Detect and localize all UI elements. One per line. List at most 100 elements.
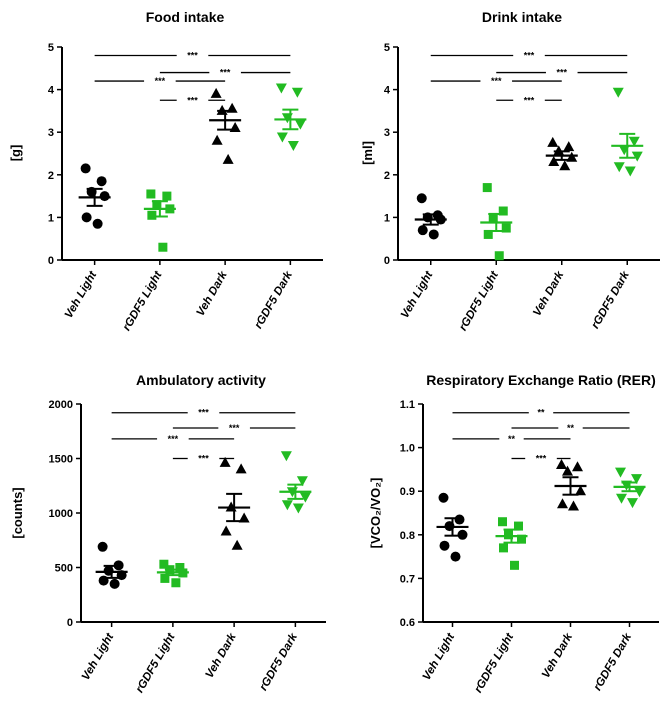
data-point (158, 242, 168, 252)
panel-ambulatory-activity: Ambulatory activity [counts] 0 500 1000 150… (10, 372, 326, 695)
data-point (428, 229, 439, 240)
data-point (559, 160, 571, 171)
y-tick-label: 5 (48, 42, 54, 54)
data-point (210, 87, 222, 98)
significance-label: *** (524, 51, 535, 61)
x-tick-label: rGDF5 Dark (589, 269, 632, 331)
data-point (454, 514, 465, 525)
significance-label: *** (524, 95, 535, 105)
significance-label: ** (508, 434, 516, 444)
data-point (299, 492, 311, 503)
data-point (275, 83, 287, 94)
data-point (568, 500, 579, 511)
x-tick-label: rGDF5 Light (472, 630, 516, 695)
data-point (627, 498, 638, 509)
data-point (613, 162, 625, 173)
panel-drink-intake: Drink intake [ml] 0 1 2 3 4 5 Veh Light rGDF5 L… (360, 9, 660, 333)
significance-label: *** (556, 68, 567, 78)
data-point (280, 451, 292, 462)
panel-title: Respiratory Exchange Ratio (RER) (426, 372, 656, 388)
data-point (171, 578, 181, 588)
data-point (517, 534, 526, 544)
y-tick-label: 4 (384, 85, 391, 97)
y-tick-label: 0.7 (400, 573, 415, 585)
data-point (439, 540, 450, 551)
data-point (175, 563, 185, 572)
data-point (615, 467, 626, 478)
y-tick-label: 500 (55, 563, 73, 575)
data-point (231, 539, 243, 550)
significance-label: *** (187, 51, 198, 61)
data-point (631, 474, 642, 485)
data-point (457, 529, 468, 540)
data-point (498, 517, 507, 527)
data-point (211, 134, 223, 145)
data-point (417, 225, 428, 236)
significance-label: *** (491, 76, 502, 86)
y-axis-label: [counts] (10, 487, 25, 538)
y-tick-label: 1000 (49, 508, 73, 520)
panel-rer: Respiratory Exchange Ratio (RER) [VCO₂/V… (368, 372, 659, 695)
y-tick-label: 0 (384, 255, 390, 267)
y-tick-label: 3 (384, 127, 390, 139)
y-axis-label: [VCO₂/VO₂] (368, 478, 383, 549)
data-point (483, 229, 493, 239)
data-point (499, 543, 508, 553)
y-tick-label: 4 (48, 85, 55, 97)
data-point (510, 560, 519, 570)
y-axis-label: [g] (8, 145, 23, 162)
data-point (450, 551, 461, 562)
x-tick-label: Veh Dark (540, 631, 575, 680)
data-point (488, 212, 498, 222)
y-tick-label: 0.6 (400, 617, 415, 629)
data-point (616, 493, 627, 504)
data-point (612, 87, 624, 98)
y-tick-label: 0 (48, 255, 54, 267)
data-point (294, 119, 306, 130)
x-tick-label: Veh Light (80, 630, 117, 682)
data-point (162, 191, 172, 201)
significance-label: *** (187, 95, 198, 105)
panel-title: Ambulatory activity (136, 372, 266, 388)
data-point (238, 512, 250, 523)
data-point (109, 578, 120, 589)
data-point (281, 500, 293, 511)
significance-label: ** (537, 408, 545, 418)
data-point (81, 212, 92, 223)
significance-label: *** (168, 434, 179, 444)
y-tick-label: 0.9 (400, 486, 415, 498)
panel-title: Food intake (146, 9, 225, 25)
data-point (628, 136, 640, 147)
data-point (160, 573, 170, 583)
x-tick-label: Veh Light (399, 268, 436, 320)
x-tick-label: rGDF5 Light (121, 268, 165, 333)
y-tick-label: 1500 (49, 454, 73, 466)
significance-label: *** (536, 454, 547, 464)
y-tick-label: 2 (384, 170, 390, 182)
data-point (416, 193, 427, 204)
data-point (220, 525, 232, 536)
data-point (80, 163, 91, 174)
significance-label: *** (229, 423, 240, 433)
data-point (147, 210, 157, 220)
data-point (504, 530, 513, 540)
data-point (291, 87, 303, 98)
y-tick-label: 1 (48, 212, 54, 224)
data-point (494, 251, 504, 261)
x-tick-label: rGDF5 Dark (253, 269, 296, 331)
x-tick-label: rGDF5 Light (457, 268, 501, 333)
y-tick-label: 2000 (49, 399, 73, 411)
data-point (563, 141, 575, 152)
data-point (276, 132, 288, 143)
data-point (514, 521, 523, 531)
data-point (296, 476, 308, 487)
data-point (292, 503, 304, 514)
data-point (501, 223, 511, 233)
data-point (96, 176, 107, 187)
data-point (624, 166, 636, 177)
data-point (556, 459, 567, 470)
data-point (498, 206, 508, 216)
significance-label: *** (198, 408, 209, 418)
data-point (547, 136, 559, 147)
